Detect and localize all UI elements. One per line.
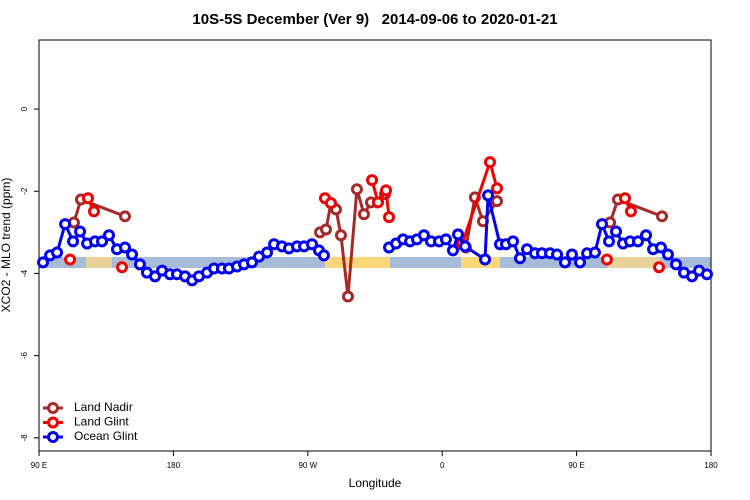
point	[371, 196, 384, 209]
point	[624, 205, 637, 218]
y-tick-label: -6	[20, 352, 29, 360]
point	[350, 183, 363, 196]
series-line	[370, 179, 391, 218]
x-tick-label: 180	[704, 461, 718, 470]
point	[103, 229, 116, 242]
point	[656, 210, 669, 223]
point	[653, 261, 666, 274]
point	[366, 174, 379, 187]
point	[491, 195, 504, 208]
point	[133, 258, 146, 271]
x-tick-label: 90 E	[31, 461, 47, 470]
point	[610, 225, 623, 238]
point	[452, 228, 465, 241]
point	[459, 240, 472, 253]
point	[661, 248, 674, 261]
point	[558, 256, 571, 269]
point	[565, 248, 578, 261]
point	[482, 189, 495, 202]
point	[119, 241, 132, 254]
point	[74, 225, 87, 238]
point	[483, 156, 496, 169]
legend-marker	[47, 431, 59, 443]
legend-label: Ocean Glint	[74, 429, 138, 443]
x-axis-label: Longitude	[349, 476, 402, 490]
land-band	[325, 257, 390, 268]
legend-marker	[47, 402, 59, 414]
point	[588, 246, 601, 259]
point	[116, 261, 129, 274]
legend-label: Land Glint	[74, 415, 129, 429]
y-tick-label: 0	[20, 106, 29, 111]
point	[67, 235, 80, 248]
legend-item: Ocean Glint	[43, 429, 138, 443]
x-tick-label: 90 E	[568, 461, 584, 470]
y-tick-label: -4	[20, 269, 29, 277]
point	[305, 238, 318, 251]
point	[51, 246, 64, 259]
point	[87, 205, 100, 218]
point	[631, 235, 644, 248]
point	[446, 244, 459, 257]
point	[317, 249, 330, 262]
y-tick-label: -8	[20, 434, 29, 442]
point	[261, 246, 274, 259]
point	[81, 192, 94, 205]
point	[514, 252, 527, 265]
y-axis-label: XCO2 - MLO trend (ppm)	[0, 178, 13, 313]
x-tick-label: 180	[167, 461, 181, 470]
land-band	[86, 257, 112, 268]
point	[603, 235, 616, 248]
point	[357, 208, 370, 221]
point	[654, 241, 667, 254]
point	[439, 233, 452, 246]
point	[618, 192, 631, 205]
point	[595, 218, 608, 231]
legend-label: Land Nadir	[74, 400, 133, 414]
chart-title: 10S-5S December (Ver 9) 2014-09-06 to 20…	[192, 11, 557, 28]
point	[700, 268, 713, 281]
point	[119, 210, 132, 223]
point	[551, 248, 564, 261]
point	[64, 253, 77, 266]
point	[126, 248, 139, 261]
point	[417, 229, 430, 242]
point	[383, 211, 396, 224]
x-tick-label: 0	[440, 461, 445, 470]
legend-item: Land Nadir	[43, 400, 133, 414]
legend-marker	[47, 416, 59, 429]
point	[37, 256, 50, 269]
point	[324, 197, 337, 210]
point	[670, 258, 683, 271]
legend-item: Land Glint	[43, 415, 129, 429]
point	[600, 253, 613, 266]
point	[96, 235, 109, 248]
point	[479, 253, 492, 266]
point	[380, 184, 393, 197]
point	[574, 256, 587, 269]
point	[59, 218, 72, 231]
y-tick-label: -2	[20, 187, 29, 195]
point	[341, 290, 354, 303]
point	[506, 235, 519, 248]
point	[640, 229, 653, 242]
point	[334, 229, 347, 242]
land-band	[608, 257, 660, 268]
x-tick-label: 90 W	[298, 461, 317, 470]
plot-frame	[38, 39, 712, 452]
point	[491, 182, 504, 195]
point	[320, 223, 333, 236]
